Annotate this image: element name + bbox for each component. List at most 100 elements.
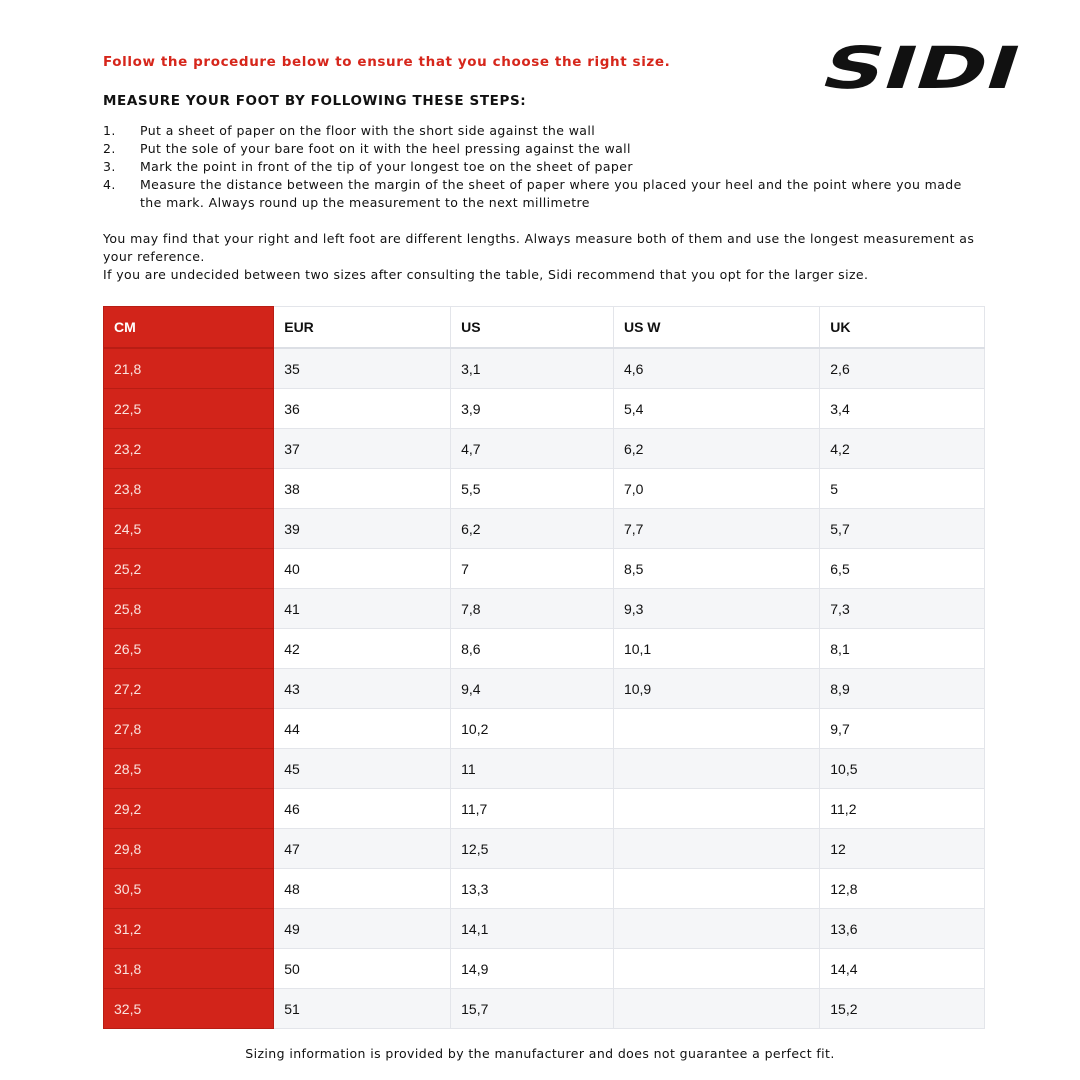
cell-eur: 48	[273, 868, 452, 909]
cell-eur: 51	[273, 988, 452, 1029]
cell-cm: 24,5	[102, 508, 275, 549]
cell-uk: 6,5	[819, 548, 985, 589]
cell-us: 3,9	[450, 388, 614, 429]
note-foot-lengths: You may find that your right and left fo…	[103, 231, 975, 264]
table-row: 23,2 37 4,7 6,2 4,2	[102, 428, 985, 469]
cell-eur: 42	[273, 628, 452, 669]
cell-us: 11,7	[450, 788, 614, 829]
step-item: 2. Put the sole of your bare foot on it w…	[103, 140, 983, 158]
step-text: Put the sole of your bare foot on it wit…	[140, 141, 631, 156]
cell-eur: 39	[273, 508, 452, 549]
cell-cm: 25,8	[102, 588, 275, 629]
table-row: 28,5 45 11 10,5	[102, 748, 985, 789]
cell-us: 15,7	[450, 988, 614, 1029]
table-row: 25,8 41 7,8 9,3 7,3	[102, 588, 985, 629]
cell-uk: 5,7	[819, 508, 985, 549]
svg-text:SIDI: SIDI	[815, 40, 1030, 96]
cell-cm: 28,5	[102, 748, 275, 789]
table-header-row: CM EUR US US W UK	[102, 306, 985, 349]
cell-uk: 13,6	[819, 908, 985, 949]
table-row: 22,5 36 3,9 5,4 3,4	[102, 388, 985, 429]
cell-cm: 29,2	[102, 788, 275, 829]
cell-us-w	[612, 908, 821, 949]
column-header-uk: UK	[819, 306, 985, 349]
step-item: 1. Put a sheet of paper on the floor with…	[103, 122, 983, 140]
cell-us-w: 10,9	[612, 668, 821, 709]
cell-us-w	[612, 788, 821, 829]
footer-disclaimer: Sizing information is provided by the ma…	[245, 1046, 835, 1061]
table-row: 31,8 50 14,9 14,4	[102, 948, 985, 989]
steps-list: 1. Put a sheet of paper on the floor with…	[103, 122, 983, 212]
table-row: 25,2 40 7 8,5 6,5	[102, 548, 985, 589]
cell-us-w: 7,7	[612, 508, 821, 549]
cell-us: 14,9	[450, 948, 614, 989]
cell-eur: 36	[273, 388, 452, 429]
cell-uk: 12,8	[819, 868, 985, 909]
step-text: Mark the point in front of the tip of yo…	[140, 159, 633, 174]
cell-eur: 49	[273, 908, 452, 949]
step-item: 4. Measure the distance between the margi…	[103, 176, 983, 212]
cell-cm: 23,8	[102, 468, 275, 509]
table-row: 24,5 39 6,2 7,7 5,7	[102, 508, 985, 549]
table-row: 29,2 46 11,7 11,2	[102, 788, 985, 829]
cell-cm: 23,2	[102, 428, 275, 469]
cell-uk: 8,1	[819, 628, 985, 669]
table-row: 32,5 51 15,7 15,2	[102, 988, 985, 1029]
cell-eur: 47	[273, 828, 452, 869]
cell-us: 7,8	[450, 588, 614, 629]
cell-eur: 45	[273, 748, 452, 789]
table-row: 23,8 38 5,5 7,0 5	[102, 468, 985, 509]
table-row: 27,2 43 9,4 10,9 8,9	[102, 668, 985, 709]
cell-cm: 21,8	[102, 347, 275, 389]
cell-us-w	[612, 868, 821, 909]
cell-uk: 7,3	[819, 588, 985, 629]
cell-cm: 27,2	[102, 668, 275, 709]
cell-cm: 29,8	[102, 828, 275, 869]
cell-uk: 15,2	[819, 988, 985, 1029]
cell-eur: 43	[273, 668, 452, 709]
cell-uk: 3,4	[819, 388, 985, 429]
cell-cm: 30,5	[102, 868, 275, 909]
column-header-us: US	[450, 306, 614, 349]
cell-eur: 40	[273, 548, 452, 589]
cell-uk: 8,9	[819, 668, 985, 709]
cell-uk: 9,7	[819, 708, 985, 749]
table-row: 30,5 48 13,3 12,8	[102, 868, 985, 909]
cell-cm: 31,8	[102, 948, 275, 989]
cell-uk: 2,6	[819, 347, 985, 389]
cell-uk: 10,5	[819, 748, 985, 789]
cell-us-w: 8,5	[612, 548, 821, 589]
cell-us: 5,5	[450, 468, 614, 509]
column-header-cm: CM	[102, 306, 275, 349]
cell-us-w	[612, 988, 821, 1029]
table-row: 26,5 42 8,6 10,1 8,1	[102, 628, 985, 669]
cell-eur: 37	[273, 428, 452, 469]
step-text: Put a sheet of paper on the floor with t…	[140, 123, 596, 138]
intro-text: Follow the procedure below to ensure tha…	[103, 54, 671, 70]
cell-us-w: 9,3	[612, 588, 821, 629]
cell-us-w: 4,6	[612, 347, 821, 389]
steps-title: MEASURE YOUR FOOT BY FOLLOWING THESE STE…	[103, 93, 527, 109]
cell-us-w: 6,2	[612, 428, 821, 469]
cell-cm: 25,2	[102, 548, 275, 589]
cell-us-w: 7,0	[612, 468, 821, 509]
step-number: 3.	[103, 159, 116, 174]
column-header-eur: EUR	[273, 306, 452, 349]
cell-uk: 4,2	[819, 428, 985, 469]
cell-us-w	[612, 708, 821, 749]
step-number: 2.	[103, 141, 116, 156]
cell-us-w	[612, 948, 821, 989]
cell-us: 13,3	[450, 868, 614, 909]
cell-eur: 38	[273, 468, 452, 509]
step-text: Measure the distance between the margin …	[140, 177, 962, 210]
cell-uk: 12	[819, 828, 985, 869]
cell-us-w: 5,4	[612, 388, 821, 429]
cell-uk: 5	[819, 468, 985, 509]
column-header-us-w: US W	[612, 306, 821, 349]
cell-uk: 14,4	[819, 948, 985, 989]
note-larger-size: If you are undecided between two sizes a…	[103, 267, 869, 282]
cell-cm: 31,2	[102, 908, 275, 949]
cell-eur: 35	[273, 347, 452, 389]
cell-us: 6,2	[450, 508, 614, 549]
cell-eur: 50	[273, 948, 452, 989]
